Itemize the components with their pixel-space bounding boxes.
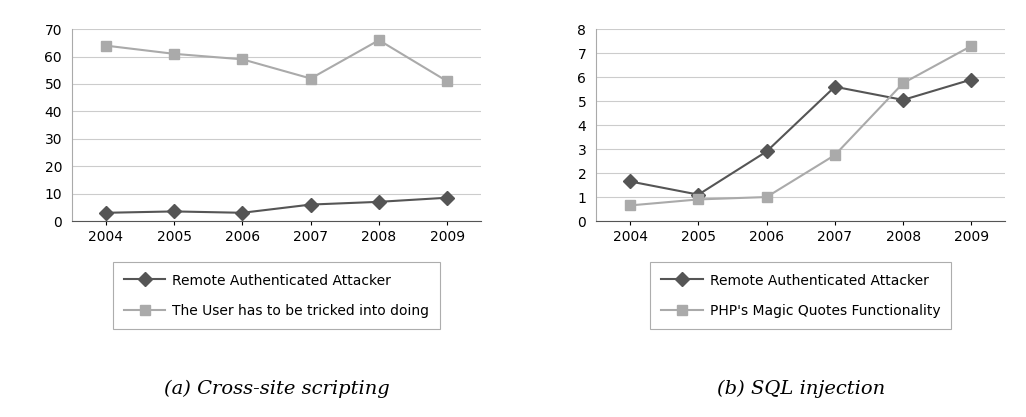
Remote Authenticated Attacker <box>168 209 181 214</box>
Remote Authenticated Attacker <box>372 199 385 204</box>
PHP's Magic Quotes Functionality <box>693 197 705 202</box>
Text: (b) SQL injection: (b) SQL injection <box>717 379 884 398</box>
The User has to be tricked into doing <box>372 38 385 43</box>
Line: Remote Authenticated Attacker: Remote Authenticated Attacker <box>625 75 976 199</box>
PHP's Magic Quotes Functionality <box>624 203 636 208</box>
Remote Authenticated Attacker <box>100 210 112 215</box>
The User has to be tricked into doing <box>168 51 181 56</box>
Remote Authenticated Attacker <box>305 202 317 207</box>
Remote Authenticated Attacker <box>897 98 909 103</box>
The User has to be tricked into doing <box>305 76 317 81</box>
Remote Authenticated Attacker <box>441 195 453 200</box>
Remote Authenticated Attacker <box>965 77 978 82</box>
The User has to be tricked into doing <box>236 57 248 62</box>
Remote Authenticated Attacker <box>624 179 636 184</box>
Remote Authenticated Attacker <box>829 84 841 89</box>
PHP's Magic Quotes Functionality <box>829 153 841 158</box>
Remote Authenticated Attacker <box>760 149 773 154</box>
PHP's Magic Quotes Functionality <box>760 195 773 200</box>
Remote Authenticated Attacker <box>236 210 248 215</box>
Line: The User has to be tricked into doing: The User has to be tricked into doing <box>102 35 452 86</box>
Text: (a) Cross-site scripting: (a) Cross-site scripting <box>164 379 390 398</box>
Line: PHP's Magic Quotes Functionality: PHP's Magic Quotes Functionality <box>625 41 976 210</box>
Remote Authenticated Attacker <box>693 192 705 197</box>
The User has to be tricked into doing <box>441 79 453 84</box>
The User has to be tricked into doing <box>100 43 112 48</box>
Line: Remote Authenticated Attacker: Remote Authenticated Attacker <box>102 193 452 218</box>
Legend: Remote Authenticated Attacker, PHP's Magic Quotes Functionality: Remote Authenticated Attacker, PHP's Mag… <box>650 262 951 329</box>
PHP's Magic Quotes Functionality <box>965 43 978 48</box>
PHP's Magic Quotes Functionality <box>897 80 909 85</box>
Legend: Remote Authenticated Attacker, The User has to be tricked into doing: Remote Authenticated Attacker, The User … <box>113 262 440 329</box>
